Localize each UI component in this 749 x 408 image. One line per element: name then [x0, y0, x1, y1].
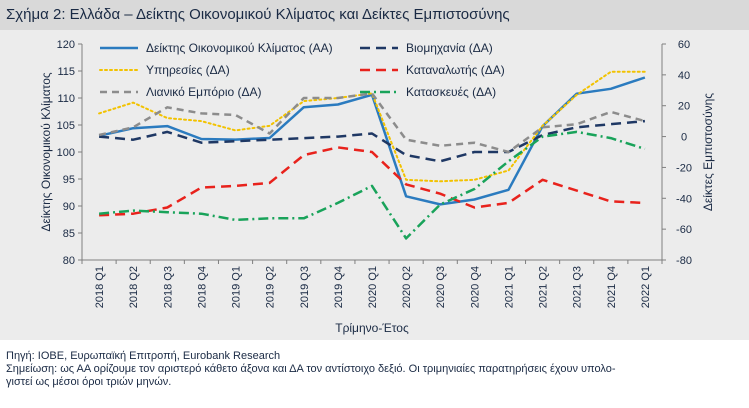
y-tick-label-left: 95: [63, 174, 75, 186]
y-tick-label-right: -20: [676, 162, 692, 174]
series-line-καταναλωτής-δα: [99, 146, 645, 217]
figure-title: Σχήμα 2: Ελλάδα – Δείκτης Οικονομικού Κλ…: [6, 6, 510, 23]
y-tick-label-right: -60: [676, 224, 692, 236]
note-text-line2: γιστεί ως μέσοι όροι τριών μηνών.: [6, 376, 172, 388]
y-axis-title-left: Δείκτης Οικονομικού Κλίματος: [39, 72, 53, 232]
legend-label: Δείκτης Οικονομικού Κλίματος (ΑΑ): [146, 41, 333, 55]
legend-label: Λιανικό Εμπόριο (ΔΑ): [146, 85, 262, 99]
y-tick-label-left: 120: [57, 39, 75, 51]
x-tick-label: 2020 Q1: [367, 266, 379, 308]
legend-label: Βιομηχανία (ΔΑ): [406, 41, 493, 55]
y-tick-label-right: 0: [681, 132, 687, 144]
y-tick-label-left: 110: [57, 93, 75, 105]
y-tick-label-right: 40: [678, 70, 690, 82]
x-tick-label: 2021 Q1: [503, 266, 515, 308]
x-tick-label: 2018 Q1: [94, 266, 106, 308]
y-tick-label-left: 80: [63, 255, 75, 267]
y-tick-label-right: -40: [676, 193, 692, 205]
x-tick-label: 2019 Q3: [299, 266, 311, 308]
x-tick-label: 2021 Q3: [572, 266, 584, 308]
y-tick-label-left: 90: [63, 201, 75, 213]
y-tick-label-right: -80: [676, 255, 692, 267]
series-line-υπηρεσίες-δα: [98, 70, 646, 183]
legend-label: Κατασκευές (ΔΑ): [406, 85, 496, 99]
x-tick-label: 2021 Q4: [606, 266, 618, 308]
y-tick-label-right: 60: [678, 39, 690, 51]
y-axis-title-right: Δείκτες Εμπιστοσύνης: [701, 93, 715, 211]
title-bar: Σχήμα 2: Ελλάδα – Δείκτης Οικονομικού Κλ…: [0, 0, 749, 30]
y-tick-label-left: 105: [57, 120, 75, 132]
x-tick-label: 2022 Q1: [640, 266, 652, 308]
x-tick-label: 2018 Q3: [162, 266, 174, 308]
y-tick-label-left: 85: [63, 228, 75, 240]
x-tick-label: 2019 Q4: [333, 266, 345, 308]
chart: 80 85 90 95 100 105 110 115 120 -80 -60 -40 -20 0 20 40…: [39, 39, 715, 335]
y-tick-label-left: 115: [57, 66, 75, 78]
legend-label: Υπηρεσίες (ΔΑ): [146, 63, 230, 77]
x-tick-label: 2020 Q3: [435, 266, 447, 308]
x-tick-label: 2018 Q2: [128, 266, 140, 308]
y-tick-label-left: 100: [57, 147, 75, 159]
x-tick-label: 2020 Q4: [469, 266, 481, 308]
series-line-λιανικό-εμπόριο-δα: [98, 92, 646, 154]
source-text: Πηγή: ΙΟΒΕ, Ευρωπαϊκή Επιτροπή, Eurobank…: [6, 350, 281, 362]
x-tick-label: 2018 Q4: [196, 266, 208, 308]
x-tick-label: 2021 Q2: [538, 266, 550, 308]
x-tick-label: 2019 Q1: [231, 266, 243, 308]
series-line-βιομηχανία-δα: [98, 119, 646, 163]
x-tick-label: 2019 Q2: [265, 266, 277, 308]
y-tick-label-right: 20: [678, 101, 690, 113]
note-text-line1: Σημείωση: ως ΑΑ ορίζουμε τον αριστερό κά…: [6, 363, 616, 375]
series-line-κατασκευές-δα: [98, 130, 646, 240]
x-tick-label: 2020 Q2: [401, 266, 413, 308]
legend-label: Καταναλωτής (ΔΑ): [406, 63, 505, 77]
x-axis-title: Τρίμηνο-Έτος: [335, 321, 409, 335]
chart-panel: 80 85 90 95 100 105 110 115 120 -80 -60 -40 -20 0 20 40…: [0, 30, 749, 340]
notes: Πηγή: ΙΟΒΕ, Ευρωπαϊκή Επιτροπή, Eurobank…: [6, 350, 744, 389]
